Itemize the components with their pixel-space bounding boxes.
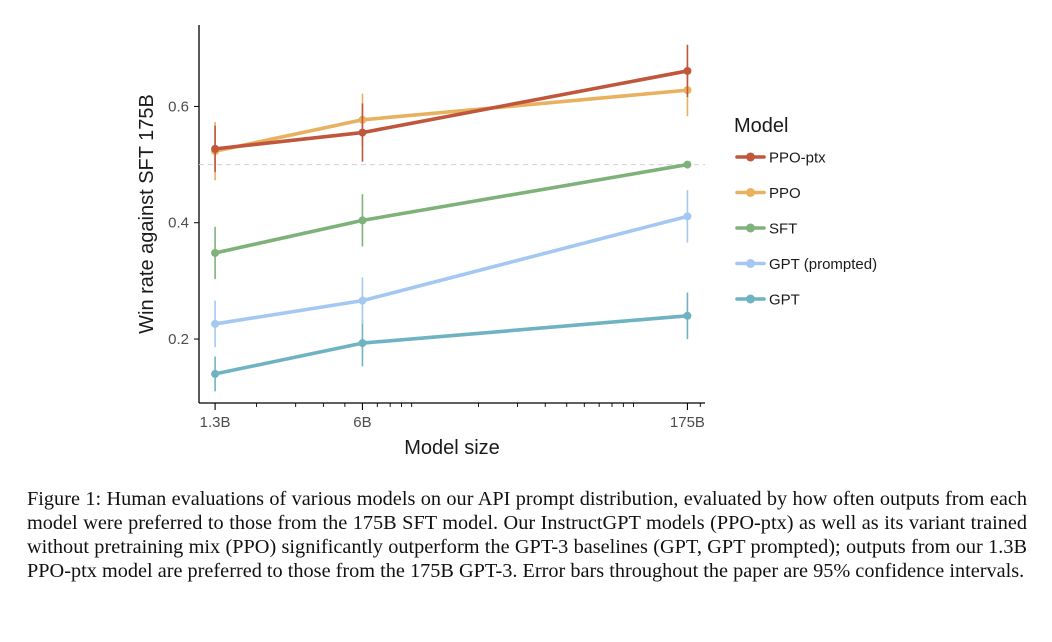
series-line [213,313,690,376]
x-tick-label: 6B [353,414,371,431]
series-ppo-ptx [211,44,692,173]
x-axis-title: Model size [404,437,500,459]
data-point [358,296,367,305]
series-sft [211,160,692,280]
y-tick-label: 0.2 [168,331,189,348]
series-line [213,162,690,255]
series-line [213,214,690,326]
x-tick-label: 1.3B [200,414,231,431]
y-tick-label: 0.4 [168,215,189,232]
legend-swatch-point [746,259,755,268]
legend-label: PPO-ptx [769,150,826,167]
data-point [683,66,692,75]
legend-label: GPT (prompted) [769,256,877,273]
legend-item: PPO-ptx [735,150,826,167]
legend-label: SFT [769,221,797,238]
data-point [683,212,692,221]
legend-swatch-point [746,223,755,233]
data-point [358,128,367,137]
legend-label: GPT [769,292,800,309]
data-point [683,311,692,320]
line-chart: 0.2 0.4 0.6 1.3B 6B 175B Model size Win rate ag… [136,25,877,459]
legend-item: GPT [735,292,800,309]
legend: Model PPO-ptx PPO SFT GPT (prompted) GPT [734,115,877,309]
data-point [683,160,692,169]
legend-item: SFT [735,221,797,238]
series-gpt-prompted [211,190,692,348]
axes: 0.2 0.4 0.6 1.3B 6B 175B Model size Win rate ag… [136,25,705,459]
legend-item: PPO [735,185,801,202]
legend-swatch-point [746,152,755,162]
y-tick-label: 0.6 [168,98,189,115]
data-point [358,339,367,348]
series-ppo [211,63,692,181]
legend-label: PPO [769,185,801,202]
x-tick-label: 175B [670,414,705,431]
data-point [211,144,220,153]
legend-title: Model [734,115,788,137]
data-point [211,319,220,328]
legend-swatch-point [746,294,755,304]
series-gpt [211,292,692,392]
series-layer [211,44,692,392]
data-point [211,248,220,257]
legend-item: GPT (prompted) [735,256,877,273]
y-axis-title: Win rate against SFT 175B [136,94,158,334]
figure-caption: Figure 1: Human evaluations of various m… [27,488,1027,582]
legend-swatch-point [746,188,755,197]
data-point [211,369,220,378]
data-point [358,216,367,225]
